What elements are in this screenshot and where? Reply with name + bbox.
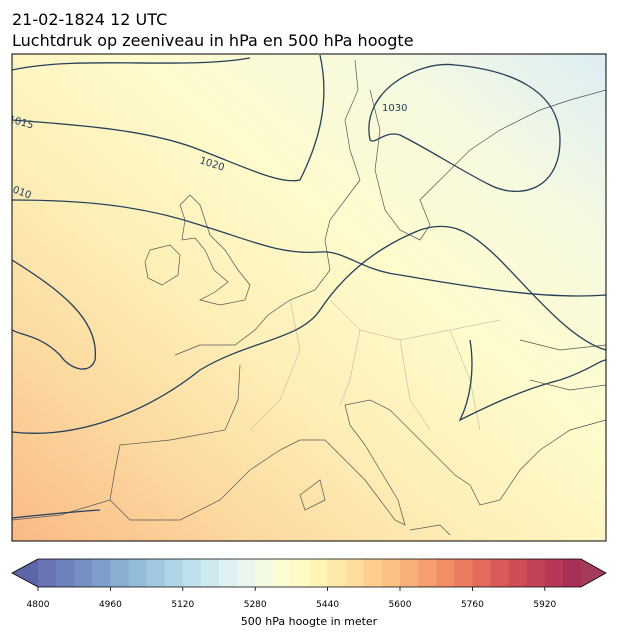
colorbar-segment [110,559,129,587]
colorbar-segment [418,559,437,587]
colorbar-segment [38,559,57,587]
isobar [12,199,606,297]
isobar [12,509,101,519]
colorbar-segment [291,559,310,587]
colorbar-segment [74,559,93,587]
colorbar-segment [472,559,491,587]
colorbar-tick-label: 5600 [389,600,412,610]
isobar [458,339,606,422]
colorbar-extend-low [12,559,38,587]
height-field [12,54,606,541]
map-frame [11,53,607,542]
colorbar-tick-label: 4800 [27,600,50,610]
isobar [12,57,251,71]
colorbar-segment [327,559,347,587]
colorbar-segment [255,559,274,587]
colorbar-segment [128,559,147,587]
isobar-label: 1030 [382,103,407,114]
colorbar-segment [381,559,401,587]
colorbar-segment [309,559,328,587]
colorbar-segment [164,559,184,587]
colorbar-segment [562,559,582,587]
title: 21-02-1824 12 UTC [12,10,167,29]
colorbar-segment [273,559,292,587]
isobar [12,54,325,182]
isobar [12,225,606,434]
colorbar-segment [490,559,509,587]
map: 1010 1015 1020 1030 [7,54,606,541]
colorbar-segment [400,559,419,587]
colorbar-tick-label: 5440 [316,600,339,610]
coastline [109,364,606,526]
colorbar-segment [544,559,564,587]
colorbar-segment [182,559,202,587]
colorbar-tick-label: 5280 [244,600,267,610]
colorbar-segment [237,559,256,587]
coastline [179,194,251,306]
colorbar: 4800 4960 5120 5280 5440 5600 5760 5920 [11,558,607,610]
colorbar-label: 500 hPa hoogte in meter [241,615,378,628]
coastline [12,479,451,536]
colorbar-segment [436,559,455,587]
colorbar-segment [454,559,473,587]
isobar [368,63,561,192]
colorbar-tick-label: 5120 [171,600,194,610]
colorbar-segment [219,559,238,587]
colorbar-segment [200,559,220,587]
colorbar-extend-high [581,559,606,587]
colorbar-tick-label: 5760 [461,600,484,610]
coastline [144,244,181,286]
colorbar-outline [11,558,607,588]
colorbar-segment [363,559,383,587]
colorbar-tick-label: 5920 [533,600,556,610]
subtitle: Luchtdruk op zeeniveau in hPa en 500 hPa… [12,31,414,50]
colorbar-segment [56,559,75,587]
colorbar-segment [345,559,365,587]
border [249,299,501,431]
colorbar-segment [146,559,166,587]
colorbar-segment [526,559,546,587]
coastline [519,339,606,391]
colorbar-segment [92,559,111,587]
isobar-label: 1015 [7,114,34,131]
colorbar-tick-label: 4960 [99,600,122,610]
coastline [174,59,606,356]
isobar [12,259,97,370]
colorbar-segment [508,559,528,587]
